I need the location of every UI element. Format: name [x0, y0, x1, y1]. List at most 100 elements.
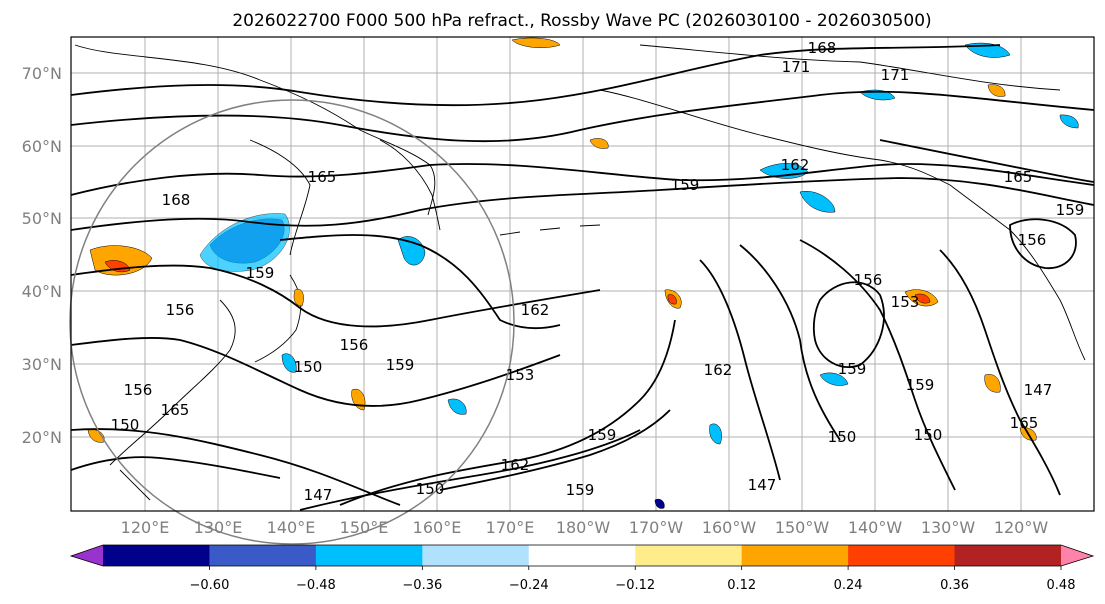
anomaly-positive-north-pacific	[589, 138, 609, 149]
contour-line-165	[70, 163, 1095, 196]
contour-line-low-center	[812, 281, 885, 368]
colorbar: −0.60 −0.48 −0.36 −0.24 −0.12 0.12 0.24 0.36 0.4…	[69, 544, 1095, 593]
contour-label: 147	[1024, 381, 1053, 399]
lon-tick-label: 160°W	[702, 518, 757, 537]
map-panel: 168 171 171 162 165 159 159 165 168 159 …	[69, 36, 1095, 545]
anomaly-negative-central-pacific	[819, 372, 849, 386]
colorbar-tick-label: −0.48	[296, 578, 336, 593]
coastlines	[74, 44, 1086, 501]
contour-label: 162	[501, 456, 530, 474]
contour-label: 168	[808, 39, 837, 57]
contour-label: 156	[124, 381, 153, 399]
lon-tick-label: 170°E	[486, 518, 535, 537]
contour-line-trough-center	[739, 244, 841, 441]
contour-label: 168	[162, 191, 191, 209]
colorbar-segment	[848, 545, 956, 566]
lat-tick-label: 20°N	[22, 428, 62, 447]
contour-label: 165	[1010, 414, 1039, 432]
colorbar-segment	[209, 545, 317, 566]
colorbar-tick-label: −0.60	[190, 578, 230, 593]
contour-label: 159	[566, 481, 595, 499]
lon-tick-label: 150°W	[775, 518, 830, 537]
colorbar-tick-label: 0.24	[834, 578, 863, 593]
colorbar-tick-label: −0.24	[509, 578, 549, 593]
map-frame	[70, 36, 1095, 512]
lon-tick-label: 120°W	[994, 518, 1049, 537]
colorbar-outline	[69, 544, 1095, 567]
lon-tick-label: 150°E	[340, 518, 389, 537]
colorbar-segment	[103, 545, 210, 566]
contour-label: 156	[340, 336, 369, 354]
longitude-labels: 120°E 130°E 140°E 150°E 160°E 170°E 180°…	[121, 518, 1049, 537]
contour-label: 150	[416, 480, 445, 498]
contour-label: 150	[294, 358, 323, 376]
contour-label: 171	[782, 58, 811, 76]
anomaly-positive-bering-strait	[511, 37, 561, 48]
contour-line-east-north	[879, 139, 1095, 183]
contour-label: 147	[304, 486, 333, 504]
contour-label: 159	[386, 356, 415, 374]
coastline-northwest-america	[1009, 229, 1086, 361]
coastline-japan	[254, 274, 302, 363]
coastline-asia-north	[74, 44, 436, 216]
contour-label: 162	[781, 156, 810, 174]
contour-label: 153	[891, 293, 920, 311]
colorbar-labels: −0.60 −0.48 −0.36 −0.24 −0.12 0.12 0.24 0.36 0.4…	[190, 566, 1076, 593]
lon-tick-label: 170°W	[629, 518, 684, 537]
island-chain-aleutian	[499, 224, 601, 236]
contour-label: 159	[246, 264, 275, 282]
contour-line-ridge-east	[939, 249, 1061, 496]
contour-label: 147	[748, 476, 777, 494]
contour-label: 171	[881, 66, 910, 84]
colorbar-extend-max	[1061, 545, 1093, 566]
figure-title: 2026022700 F000 500 hPa refract., Rossby…	[232, 11, 931, 31]
anomaly-positive-arctic	[987, 84, 1006, 97]
contour-line-subtropic-2	[439, 409, 671, 491]
contour-line-trough-right	[799, 239, 956, 491]
contour-line-trough-left	[699, 259, 781, 481]
contour-label: 159	[838, 360, 867, 378]
coastline-okhotsk	[249, 139, 311, 256]
lon-tick-label: 140°E	[267, 518, 316, 537]
contour-label: 165	[1004, 168, 1033, 186]
contour-label: 159	[588, 426, 617, 444]
lat-tick-label: 60°N	[22, 137, 62, 156]
contour-label: 156	[1018, 231, 1047, 249]
colorbar-tick-label: 0.36	[940, 578, 969, 593]
lon-tick-label: 160°E	[413, 518, 462, 537]
island-philippines	[119, 469, 151, 501]
contour-label: 165	[161, 401, 190, 419]
colorbar-segments	[71, 545, 1093, 566]
contour-label: 153	[506, 366, 535, 384]
contour-label: 156	[854, 271, 883, 289]
anomaly-negative-deep-dot	[654, 498, 665, 509]
colorbar-segment	[422, 545, 530, 566]
latitude-labels: 70°N 60°N 50°N 40°N 30°N 20°N	[22, 64, 62, 447]
contour-line-162	[279, 234, 561, 330]
colorbar-tick-label: 0.48	[1047, 578, 1076, 593]
great-circle-outline	[69, 99, 515, 545]
colorbar-segment	[954, 545, 1062, 566]
contour-label: 150	[828, 428, 857, 446]
contour-label: 165	[308, 168, 337, 186]
anomaly-positive-central-subtropic-core	[667, 294, 677, 305]
colorbar-tick-label: 0.12	[727, 578, 756, 593]
lon-tick-label: 140°W	[848, 518, 903, 537]
contour-label: 162	[521, 301, 550, 319]
anomaly-negative-east-asia-south	[281, 353, 297, 373]
contour-line-150	[299, 429, 641, 511]
colorbar-segment	[635, 545, 743, 566]
contour-label: 150	[914, 426, 943, 444]
lon-tick-label: 130°W	[921, 518, 976, 537]
contour-line-east-low-loop	[1009, 218, 1077, 269]
anomaly-positive-far-east	[984, 374, 1001, 393]
contour-label: 159	[671, 176, 700, 194]
contour-line-arctic-2	[70, 90, 1095, 143]
anomaly-negative-far-east	[1059, 114, 1079, 129]
anomaly-positive-east-pacific-core	[914, 293, 931, 304]
anomaly-positive-kuril-south	[293, 288, 304, 307]
lat-tick-label: 40°N	[22, 282, 62, 301]
lat-tick-label: 70°N	[22, 64, 62, 83]
lon-tick-label: 130°E	[194, 518, 243, 537]
